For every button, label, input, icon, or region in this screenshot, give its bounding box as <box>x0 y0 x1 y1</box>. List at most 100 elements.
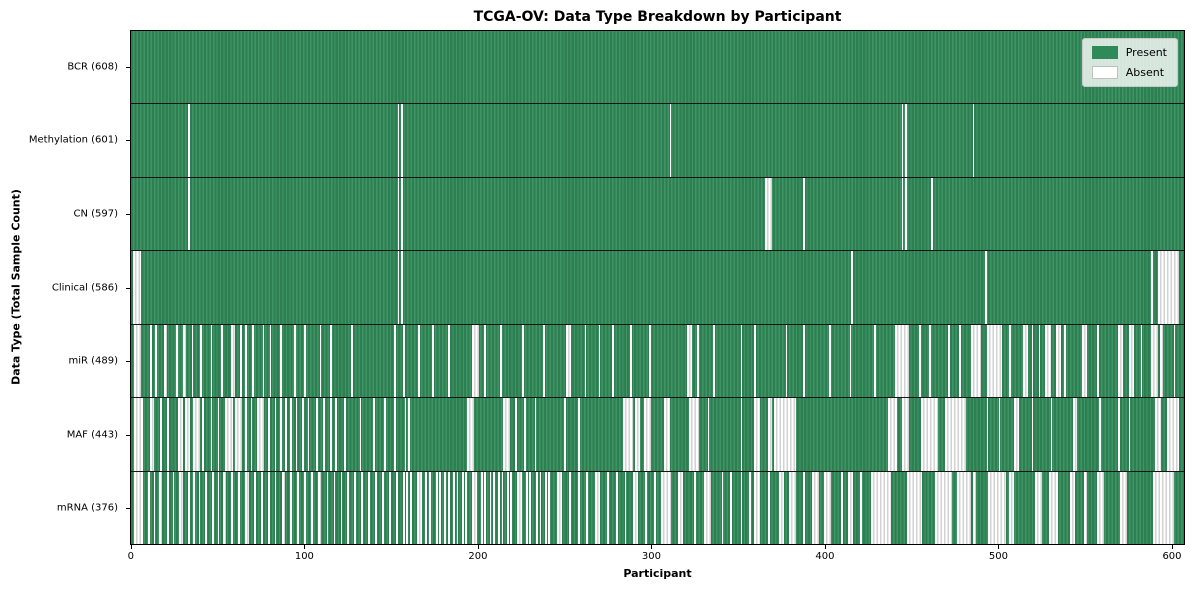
absent-stripe <box>503 398 511 471</box>
absent-stripe <box>295 398 298 471</box>
absent-stripe <box>267 471 270 544</box>
x-tick-mark <box>824 545 826 549</box>
x-tick-mark <box>1171 545 1173 549</box>
absent-stripe <box>841 471 843 544</box>
absent-stripe <box>730 471 732 544</box>
legend-entry-absent: Absent <box>1091 66 1167 79</box>
absent-stripe <box>1140 324 1143 398</box>
absent-stripe <box>704 471 712 544</box>
absent-stripe <box>998 398 1001 471</box>
absent-stripe <box>958 324 961 398</box>
absent-stripe <box>155 324 157 398</box>
row-Methylation <box>131 104 1184 178</box>
x-tick-label-500: 500 <box>988 551 1008 562</box>
absent-stripe <box>615 471 618 544</box>
absent-stripe <box>290 398 293 471</box>
absent-stripe <box>1009 324 1011 398</box>
row-mRNA <box>131 471 1184 544</box>
absent-stripe <box>707 398 710 471</box>
absent-stripe <box>408 398 410 471</box>
absent-stripe <box>484 471 487 544</box>
absent-stripe <box>134 398 144 471</box>
absent-stripe <box>1069 471 1075 544</box>
absent-stripe <box>344 398 346 471</box>
absent-stripe <box>274 398 277 471</box>
absent-stripe <box>534 398 537 471</box>
absent-stripe <box>1154 398 1162 471</box>
absent-stripe <box>401 104 403 177</box>
absent-stripe <box>401 177 403 251</box>
absent-stripe <box>802 324 805 398</box>
absent-stripe <box>167 471 170 544</box>
absent-stripe <box>188 471 190 544</box>
absent-stripe <box>740 324 743 398</box>
absent-stripe <box>402 324 405 398</box>
absent-stripe <box>447 471 450 544</box>
absent-stripe <box>986 324 1003 398</box>
absent-stripe <box>402 471 405 544</box>
absent-stripe <box>548 471 551 544</box>
absent-stripe <box>269 324 272 398</box>
absent-stripe <box>697 324 700 398</box>
legend-entry-present: Present <box>1091 46 1167 59</box>
absent-stripe <box>158 471 163 544</box>
absent-stripe <box>712 324 715 398</box>
absent-stripe <box>466 398 474 471</box>
absent-stripe <box>389 471 391 544</box>
y-tick-mark <box>126 140 130 142</box>
absent-stripe <box>281 471 286 544</box>
absent-stripe <box>361 471 364 544</box>
absent-stripe <box>224 398 234 471</box>
absent-stripe <box>217 398 220 471</box>
absent-stripe <box>191 324 194 398</box>
absent-stripe <box>1097 324 1100 398</box>
absent-stripe <box>686 324 693 398</box>
absent-stripe <box>394 398 396 471</box>
absent-stripe <box>484 324 487 398</box>
absent-stripe <box>240 324 242 398</box>
row-miR <box>131 324 1184 399</box>
absent-stripe <box>397 251 400 324</box>
absent-stripe <box>1009 471 1015 544</box>
absent-stripe <box>202 398 204 471</box>
chart-title: TCGA-OV: Data Type Breakdown by Particip… <box>473 9 842 25</box>
absent-stripe <box>789 471 797 544</box>
absent-stripe <box>200 324 202 398</box>
absent-stripe <box>612 324 615 398</box>
y-tick-label-miR: miR (489) <box>68 355 118 367</box>
absent-stripe <box>934 471 952 544</box>
y-tick-label-BCR: BCR (608) <box>67 61 118 73</box>
absent-stripe <box>297 471 299 544</box>
plot-area: Present Absent <box>130 30 1185 545</box>
absent-stripe <box>894 324 909 398</box>
x-tick-label-200: 200 <box>468 551 488 562</box>
absent-stripe <box>340 471 343 544</box>
absent-stripe <box>1151 324 1159 398</box>
absent-stripe <box>595 471 601 544</box>
absent-stripe <box>584 324 587 398</box>
x-tick-label-400: 400 <box>815 551 835 562</box>
absent-stripe <box>425 471 428 544</box>
x-tick-mark <box>477 545 479 549</box>
absent-stripe <box>721 471 724 544</box>
absent-stripe <box>643 398 651 471</box>
y-tick-mark <box>126 434 130 436</box>
absent-stripe <box>148 471 151 544</box>
absent-stripe <box>622 398 634 471</box>
absent-stripe <box>150 398 154 471</box>
absent-stripe <box>501 471 504 544</box>
absent-stripe <box>404 398 407 471</box>
absent-stripe <box>664 398 670 471</box>
absent-stripe <box>693 471 696 544</box>
absent-stripe <box>335 398 338 471</box>
absent-stripe <box>984 251 987 324</box>
absent-stripe <box>1158 251 1179 324</box>
absent-stripe <box>447 324 450 398</box>
absent-stripe <box>669 104 672 177</box>
absent-stripe <box>311 471 313 544</box>
absent-stripe <box>409 471 412 544</box>
absent-stripe <box>383 398 386 471</box>
absent-stripe <box>221 324 223 398</box>
absent-stripe <box>1083 471 1087 544</box>
absent-stripe <box>848 471 854 544</box>
